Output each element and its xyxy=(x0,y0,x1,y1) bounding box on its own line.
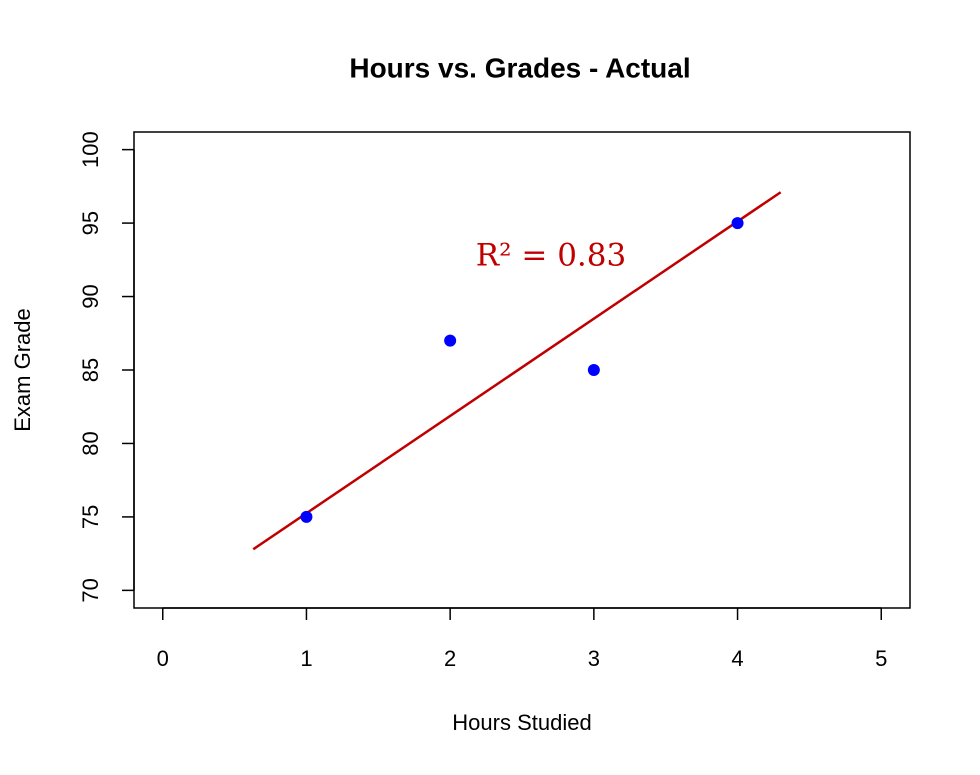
data-point xyxy=(300,510,313,523)
y-tick-label: 75 xyxy=(78,505,103,529)
y-tick-label: 70 xyxy=(78,578,103,602)
y-tick-label: 100 xyxy=(78,131,103,168)
plot-frame xyxy=(133,131,911,609)
x-tick-label: 2 xyxy=(444,646,456,671)
y-tick-label: 85 xyxy=(78,358,103,382)
data-point xyxy=(444,334,457,347)
data-point xyxy=(587,364,600,376)
x-tick-label: 5 xyxy=(875,646,887,671)
x-tick-label: 1 xyxy=(300,646,312,671)
data-point xyxy=(731,217,744,230)
fit-line xyxy=(252,191,782,551)
x-tick-label: 0 xyxy=(157,646,169,671)
annotation: R² = 0.83 xyxy=(476,238,626,274)
chart-title: Hours vs. Grades - Actual xyxy=(349,52,690,83)
y-tick-label: 90 xyxy=(78,284,103,308)
y-tick-label: 95 xyxy=(78,211,103,235)
x-tick-label: 3 xyxy=(588,646,600,671)
x-axis-label: Hours Studied xyxy=(452,710,591,735)
y-tick-label: 80 xyxy=(78,431,103,455)
x-tick-label: 4 xyxy=(731,646,743,671)
y-axis-label: Exam Grade xyxy=(10,308,35,432)
